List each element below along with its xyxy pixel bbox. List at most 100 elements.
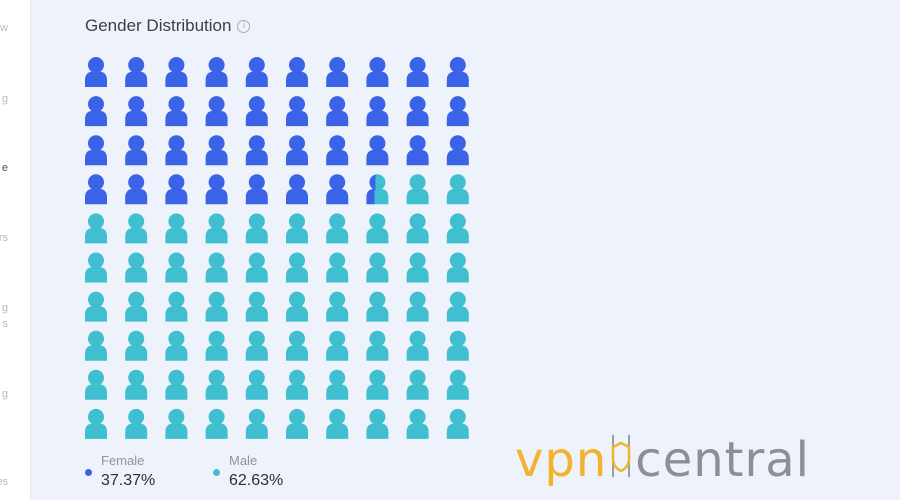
person-icon bbox=[366, 213, 389, 244]
person-icon bbox=[85, 57, 107, 87]
person-icon bbox=[286, 252, 308, 283]
legend-female-dot bbox=[85, 469, 92, 476]
person-icon bbox=[125, 369, 148, 400]
person-icon bbox=[406, 369, 429, 400]
person-icon bbox=[446, 330, 469, 361]
person-icon bbox=[366, 330, 389, 361]
person-icon bbox=[245, 330, 268, 361]
sidebar: w g e ors g s g gies bbox=[0, 0, 31, 500]
person-icon bbox=[205, 213, 228, 244]
person-icon bbox=[205, 330, 228, 361]
person-icon bbox=[406, 174, 429, 205]
info-icon[interactable]: i bbox=[237, 19, 251, 33]
person-icon bbox=[165, 213, 188, 244]
vpncentral-logo: vpn central bbox=[515, 430, 860, 490]
person-icon bbox=[205, 252, 228, 283]
person-icon bbox=[446, 213, 469, 244]
person-icon bbox=[286, 96, 308, 127]
person-icon bbox=[366, 96, 389, 127]
person-icon bbox=[205, 135, 228, 166]
person-icon bbox=[326, 252, 349, 283]
person-icon bbox=[326, 291, 349, 322]
person-icon bbox=[446, 57, 469, 87]
person-icon bbox=[205, 369, 228, 400]
person-icon bbox=[406, 135, 429, 166]
person-icon bbox=[446, 252, 469, 283]
person-icon bbox=[326, 213, 349, 244]
person-icon bbox=[85, 252, 107, 283]
person-icon bbox=[245, 369, 268, 400]
person-icon bbox=[286, 408, 308, 439]
person-icon bbox=[446, 408, 469, 439]
person-icon bbox=[245, 252, 268, 283]
person-icon bbox=[406, 213, 429, 244]
person-icon bbox=[245, 96, 268, 127]
sidebar-item[interactable]: ors bbox=[0, 232, 8, 244]
person-icon bbox=[286, 291, 308, 322]
person-icon bbox=[165, 96, 188, 127]
person-icon bbox=[245, 213, 268, 244]
person-icon bbox=[165, 252, 188, 283]
person-icon bbox=[286, 174, 308, 205]
person-icon bbox=[366, 252, 389, 283]
sidebar-item[interactable]: g bbox=[1, 93, 8, 105]
person-icon bbox=[366, 174, 389, 205]
person-icon bbox=[326, 57, 349, 87]
sidebar-item[interactable]: gies bbox=[0, 476, 8, 488]
person-icon bbox=[326, 408, 349, 439]
person-icon bbox=[125, 213, 148, 244]
person-icon bbox=[366, 57, 389, 87]
person-icon bbox=[85, 174, 107, 205]
person-icon bbox=[406, 291, 429, 322]
sidebar-item[interactable]: g bbox=[1, 302, 8, 314]
person-icon bbox=[165, 174, 188, 205]
legend-male-value: 62.63% bbox=[229, 472, 284, 489]
person-icon bbox=[85, 96, 107, 127]
person-icon bbox=[165, 57, 188, 87]
person-icon bbox=[125, 96, 148, 127]
person-icon bbox=[125, 57, 148, 87]
person-icon bbox=[446, 96, 469, 127]
sidebar-item-active[interactable]: e bbox=[1, 162, 8, 174]
person-icon bbox=[125, 135, 148, 166]
person-icon bbox=[125, 291, 148, 322]
person-icon bbox=[446, 135, 469, 166]
legend-male-dot bbox=[213, 469, 220, 476]
person-icon bbox=[406, 408, 429, 439]
sidebar-item[interactable]: s bbox=[2, 318, 9, 330]
person-icon bbox=[205, 408, 228, 439]
person-icon bbox=[326, 369, 349, 400]
person-icon bbox=[286, 135, 308, 166]
person-icon bbox=[85, 369, 107, 400]
person-icon bbox=[245, 57, 268, 87]
widget-header: Gender Distribution i bbox=[85, 16, 251, 36]
person-icon bbox=[286, 330, 308, 361]
person-icon bbox=[165, 291, 188, 322]
sidebar-item[interactable]: w bbox=[0, 22, 8, 34]
person-icon bbox=[406, 96, 429, 127]
person-icon bbox=[446, 369, 469, 400]
person-icon bbox=[366, 291, 389, 322]
person-icon bbox=[165, 135, 188, 166]
person-icon bbox=[125, 408, 148, 439]
widget-title: Gender Distribution bbox=[85, 16, 232, 35]
logo-central: central bbox=[635, 432, 810, 488]
logo-vpn: vpn bbox=[515, 432, 608, 488]
sidebar-item[interactable]: g bbox=[1, 388, 8, 400]
person-icon bbox=[286, 213, 308, 244]
person-icon bbox=[446, 291, 469, 322]
person-icon bbox=[165, 369, 188, 400]
person-icon bbox=[205, 291, 228, 322]
person-icon bbox=[245, 291, 268, 322]
person-icon bbox=[245, 174, 268, 205]
person-icon bbox=[245, 135, 268, 166]
person-icon bbox=[406, 57, 429, 87]
person-icon bbox=[286, 57, 308, 87]
person-icon bbox=[366, 135, 389, 166]
person-icon bbox=[326, 135, 349, 166]
person-icon bbox=[286, 369, 308, 400]
person-icon bbox=[85, 330, 107, 361]
person-icon bbox=[406, 252, 429, 283]
person-icon bbox=[165, 408, 188, 439]
